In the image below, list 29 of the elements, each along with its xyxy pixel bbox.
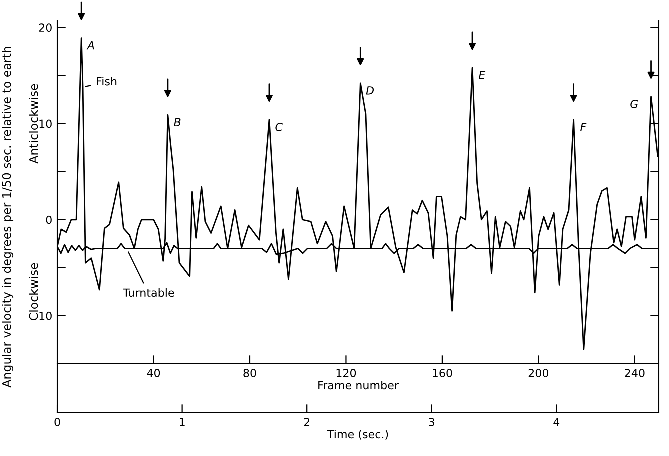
y-tick-label: 20	[39, 24, 52, 32]
y-tick-label: 10	[40, 120, 52, 128]
y-axis-title: Angular velocity in degrees per 1/50 sec. relative to earth	[2, 47, 14, 388]
x-tick-label: 40	[147, 369, 160, 378]
annotation: F	[580, 123, 587, 132]
x-tick-label: 240	[625, 369, 645, 378]
annotation: E	[478, 71, 486, 80]
y-tick-label: 10	[40, 312, 52, 320]
x-tick-label: 80	[244, 369, 256, 378]
y-tick-label: 0	[46, 216, 52, 224]
x2-tick-label: 2	[304, 418, 310, 426]
annotation: B	[174, 118, 181, 126]
x2-axis-title: Time (sec.)	[327, 430, 388, 440]
x2-tick-label: 3	[429, 418, 435, 426]
x-tick-label: 200	[528, 369, 549, 378]
x-tick-label: 120	[336, 369, 356, 378]
annotation: D	[366, 86, 374, 95]
x-axis-title: Frame number	[318, 381, 400, 390]
x2-tick-label: 4	[554, 418, 560, 426]
x2-tick-label: 1	[180, 418, 185, 426]
text: Clockwise	[29, 263, 38, 320]
legend-label: Fish	[97, 77, 117, 86]
annotation: G	[630, 100, 638, 108]
x2-tick-label: 0	[54, 418, 60, 426]
text: Turntable	[123, 288, 174, 298]
annotation: A	[86, 41, 94, 50]
annotation: C	[276, 123, 283, 132]
text: Anticlockwise	[29, 84, 38, 164]
x-tick-label: 160	[433, 369, 452, 378]
